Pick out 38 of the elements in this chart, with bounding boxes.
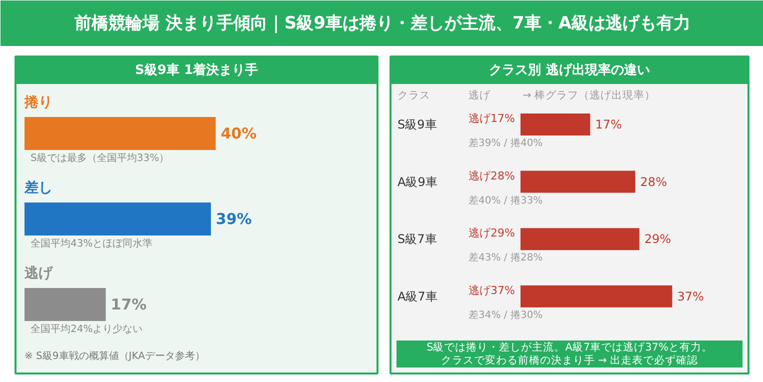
data-label: 39% (216, 210, 252, 228)
text: 逃げ17% (468, 112, 515, 125)
text: S級では捲り・差しが主流。A級7車では逃げ37%と有力。 (426, 340, 712, 354)
text: 逃げ28% (468, 169, 515, 182)
annotation: 全国平均43%とほぼ同水準 (30, 238, 153, 250)
annotation: 差43% / 捲28% (468, 252, 543, 264)
data-label: 17% (595, 118, 622, 132)
annotation: 差40% / 捲33% (468, 194, 543, 206)
annotation: S級では最多（全国平均33%） (30, 152, 170, 164)
y-tick-label: 逃げ (24, 266, 54, 282)
y-tick-label: 差し (24, 180, 52, 196)
chart-title: クラス別 逃げ出現率の違い (489, 62, 650, 78)
data-label: 29% (644, 232, 672, 246)
bar (520, 285, 672, 308)
data-label: 28% (640, 174, 667, 189)
y-tick-label: A級7車 (398, 289, 438, 304)
text: クラスで変わる前橋の決まり手 → 出走表で必ず確認 (440, 354, 698, 366)
bar (520, 170, 636, 193)
bar (520, 114, 590, 136)
annotation: → 棒グラフ（逃げ出現率） (522, 88, 656, 102)
data-label: 17% (110, 296, 147, 314)
data-label: 37% (677, 289, 704, 304)
bar (520, 228, 640, 250)
annotation: ※ S級9車戦の概算値（JKAデータ参考） (24, 350, 205, 362)
y-tick-label: S級7車 (398, 232, 437, 246)
y-tick-label: S級9車 (398, 118, 437, 132)
y-tick-label: 捲り (24, 94, 52, 110)
data-label: 40% (220, 124, 257, 142)
text: 逃げ29% (468, 226, 515, 240)
y-tick-label: A級9車 (398, 174, 438, 189)
annotation: 差34% / 捲30% (468, 308, 543, 321)
text: 逃げ (468, 88, 492, 102)
text: クラス (398, 90, 430, 102)
annotation: 全国平均24%より少ない (30, 323, 143, 335)
annotation: 差39% / 捲40% (468, 137, 543, 149)
text: 前橋競輪場 決まり手傾向｜S級9車は捲り・差しが主流、7車・A級は逃げも有力 (74, 14, 690, 34)
chart-subtitle: S級9車 1着決まり手 (135, 62, 258, 78)
text: 逃げ37% (468, 284, 515, 297)
